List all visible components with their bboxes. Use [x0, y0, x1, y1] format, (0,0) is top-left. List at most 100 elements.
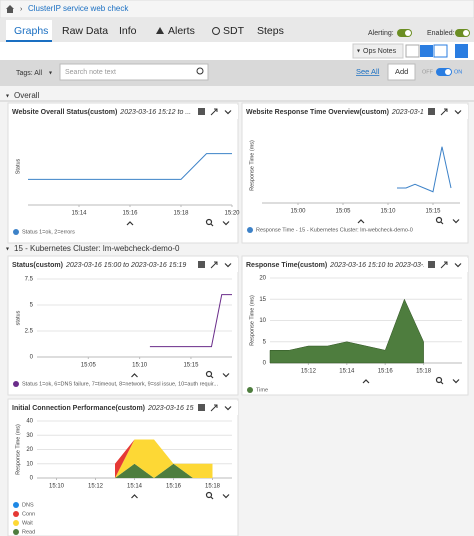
expand-icon[interactable]: [210, 108, 218, 116]
legend-swatch: [13, 229, 19, 235]
off-label: OFF: [422, 69, 434, 75]
home-icon[interactable]: [6, 5, 14, 13]
y-tick-label: 15: [259, 297, 266, 303]
x-tick-label: 15:18: [205, 484, 221, 490]
breadcrumb[interactable]: ClusterIP service web check: [28, 4, 129, 13]
y-tick-label: 10: [26, 461, 33, 467]
x-tick-label: 15:14: [71, 211, 87, 217]
collapse-icon[interactable]: [357, 219, 365, 224]
legend-swatch: [13, 529, 19, 535]
calendar-icon[interactable]: [198, 261, 205, 268]
menu-chevron[interactable]: [224, 263, 232, 268]
title: Status(custom): [12, 262, 63, 269]
menu-chevron[interactable]: [452, 219, 460, 224]
menu-chevron[interactable]: [222, 494, 230, 499]
y-tick-label: 2.5: [25, 329, 34, 335]
menu-chevron[interactable]: [454, 110, 462, 115]
tab[interactable]: Steps: [257, 25, 284, 37]
view-single[interactable]: [455, 44, 468, 58]
tab-strip: [0, 18, 474, 42]
y-axis-label: Response Time (ms): [249, 295, 255, 346]
view-wide[interactable]: [433, 44, 448, 58]
zoom-icon[interactable]: [205, 370, 213, 378]
calendar-icon[interactable]: [198, 108, 205, 115]
tags-filter[interactable]: Tags: All: [16, 70, 43, 77]
ops-notes[interactable]: Ops Notes: [363, 48, 397, 55]
collapse-icon[interactable]: [131, 494, 138, 499]
legend-swatch: [13, 520, 19, 526]
y-axis-label: status: [15, 310, 21, 325]
x-tick-label: 15:16: [166, 484, 182, 490]
legend-label[interactable]: Status 1=ok, 2=errors: [22, 229, 75, 235]
tab[interactable]: Alerts: [168, 25, 195, 37]
menu-chevron[interactable]: [224, 406, 232, 411]
zoom-icon[interactable]: [205, 218, 213, 226]
legend-label[interactable]: Wait: [22, 520, 33, 526]
calendar-icon[interactable]: [428, 261, 435, 268]
y-axis-label: Status: [15, 158, 21, 174]
widget-title: Website Overall Status(custom) 2023-03-16…: [12, 109, 191, 116]
add[interactable]: Add: [395, 67, 408, 76]
view-grid[interactable]: [420, 45, 433, 57]
collapse-icon[interactable]: [126, 221, 134, 226]
title: Website Overall Status(custom): [12, 109, 117, 116]
legend-label[interactable]: Response Time - 15 - Kubernetes Cluster:…: [256, 227, 413, 233]
tab[interactable]: SDT: [223, 25, 245, 37]
zoom-icon[interactable]: [435, 376, 443, 384]
zoom-handle: [210, 496, 214, 500]
menu-chevron[interactable]: [224, 110, 232, 115]
search-box[interactable]: [59, 63, 209, 81]
legend-label[interactable]: Time: [256, 387, 268, 393]
tab[interactable]: Raw Data: [62, 25, 108, 37]
x-tick-label: 15:15: [183, 363, 199, 369]
expand-icon[interactable]: [210, 261, 218, 269]
expand-icon[interactable]: [440, 108, 448, 116]
legend-label[interactable]: Read: [22, 529, 35, 535]
zoom-icon[interactable]: [435, 216, 443, 224]
see-all[interactable]: See All: [356, 67, 380, 76]
legend-label[interactable]: DNS: [22, 502, 34, 508]
alert-icon: [156, 27, 164, 34]
y-axis-label: Response Time (ms): [15, 424, 21, 475]
menu-chevron[interactable]: [454, 263, 462, 268]
legend-label[interactable]: Conn: [22, 511, 35, 517]
x-tick-label: 15:20: [224, 211, 240, 217]
zoom-handle: [210, 223, 214, 227]
legend-label[interactable]: Status 1=ok, 6=DNS failure, 7=timeout, 8…: [22, 381, 218, 387]
active-tab-underline: [6, 40, 52, 42]
y-tick-label: 0: [263, 361, 267, 367]
caret: ▾: [357, 49, 360, 55]
subtitle: 2023-03-16 15:10 to ...: [147, 405, 219, 412]
title: Website Response Time Overview(custom): [246, 109, 389, 116]
zoom-handle: [440, 381, 444, 385]
section-title[interactable]: Overall: [14, 91, 40, 100]
widget: [241, 255, 469, 396]
legend-swatch: [247, 227, 253, 233]
zoom-icon[interactable]: [205, 491, 213, 499]
toggle-knob: [445, 69, 451, 75]
subtitle: 2023-03-16 15:12 to ...: [119, 109, 191, 116]
view-list[interactable]: [405, 44, 420, 58]
expand-icon[interactable]: [210, 404, 218, 412]
ops-notes-button[interactable]: [352, 43, 404, 59]
x-tick-label: 15:05: [335, 209, 351, 215]
x-tick-label: 15:12: [88, 484, 104, 490]
expand-icon[interactable]: [440, 261, 448, 269]
calendar-icon[interactable]: [428, 108, 435, 115]
menu-chevron[interactable]: [222, 373, 230, 378]
calendar-icon[interactable]: [198, 404, 205, 411]
collapse-icon[interactable]: [131, 373, 138, 378]
subtitle: 2023-03-16 15:10 to 2023-03-16 ...: [329, 262, 439, 269]
y-tick-label: 20: [26, 447, 33, 453]
menu-chevron[interactable]: [222, 221, 230, 226]
section-title[interactable]: 15 - Kubernetes Cluster: lm-webcheck-dem…: [14, 244, 180, 253]
menu-chevron[interactable]: [452, 379, 460, 384]
zoom-handle: [440, 221, 444, 225]
add-button[interactable]: [387, 63, 416, 81]
collapse-icon[interactable]: [362, 379, 370, 384]
caret: ▾: [6, 247, 9, 253]
tab[interactable]: Info: [119, 25, 137, 37]
tab[interactable]: Graphs: [14, 25, 48, 37]
